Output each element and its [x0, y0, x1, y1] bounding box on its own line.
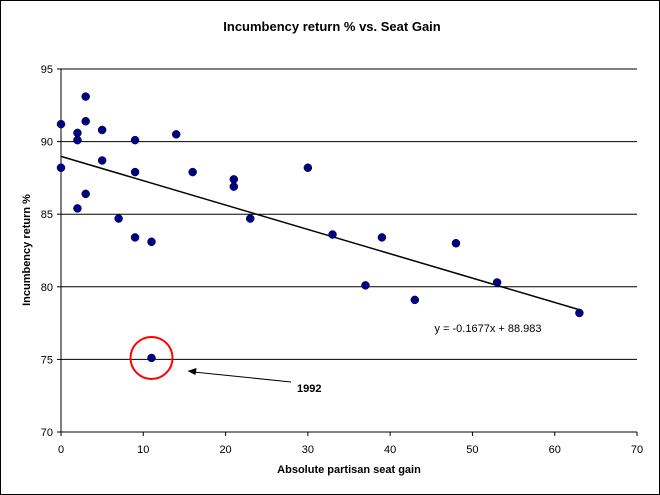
annotations: y = -0.1677x + 88.983 1992 — [129, 323, 542, 395]
data-point-9 — [97, 156, 107, 165]
x-axis-title: Absolute partisan seat gain — [277, 464, 421, 476]
data-point-26 — [451, 238, 461, 248]
highlight-circle — [129, 335, 174, 380]
data-point-7 — [81, 189, 90, 199]
axes — [57, 68, 638, 436]
data-point-3 — [73, 135, 82, 145]
data-point-11 — [130, 135, 140, 145]
ytick-label-80: 80 — [41, 282, 53, 294]
data-point-19 — [229, 182, 239, 191]
trendline-equation: y = -0.1677x + 88.983 — [434, 323, 541, 335]
data-point-23 — [361, 281, 370, 290]
ytick-label-70: 70 — [41, 427, 53, 439]
data-point-6 — [81, 117, 90, 126]
data-point-13 — [130, 233, 140, 242]
data-point-18 — [229, 175, 239, 184]
xtick-label-60: 60 — [549, 444, 561, 456]
data-point-5 — [81, 92, 90, 101]
data-points — [56, 92, 584, 363]
xtick-label-0: 0 — [58, 444, 64, 456]
data-point-12 — [130, 167, 140, 177]
annotation-arrowhead — [187, 367, 197, 375]
data-point-27 — [492, 278, 502, 287]
data-point-17 — [188, 167, 197, 177]
xtick-label-20: 20 — [219, 444, 231, 456]
annotation-arrow-line — [193, 371, 292, 383]
ytick-label-95: 95 — [41, 64, 53, 76]
data-point-1 — [56, 163, 66, 172]
chart-title: Incumbency return % vs. Seat Gain — [223, 19, 441, 34]
xtick-label-70: 70 — [631, 444, 643, 456]
data-point-16 — [171, 130, 181, 139]
highlight-label: 1992 — [297, 383, 321, 395]
data-point-28 — [575, 308, 584, 318]
ytick-label-75: 75 — [41, 354, 53, 366]
ytick-label-85: 85 — [41, 209, 53, 221]
data-point-8 — [97, 125, 107, 135]
xtick-label-50: 50 — [466, 444, 478, 456]
y-tick-labels: 70 75 80 85 90 95 — [41, 64, 53, 439]
xtick-label-10: 10 — [137, 444, 149, 456]
data-point-0 — [56, 119, 66, 129]
y-axis-title: Incumbency return % — [21, 194, 33, 306]
gridlines — [61, 68, 637, 360]
xtick-label-40: 40 — [384, 444, 396, 456]
trendline — [60, 155, 580, 311]
data-point-14 — [147, 237, 156, 247]
data-point-20 — [246, 214, 255, 223]
trendline-group — [60, 155, 580, 311]
data-point-22 — [328, 230, 337, 239]
data-point-21 — [303, 163, 313, 172]
data-point-15 — [147, 353, 156, 363]
data-point-24 — [377, 233, 387, 242]
data-point-25 — [410, 295, 420, 305]
data-point-10 — [114, 214, 123, 223]
data-point-2 — [73, 128, 82, 138]
xtick-label-30: 30 — [302, 444, 314, 456]
x-tick-labels: 0 10 20 30 40 50 60 70 — [58, 444, 643, 456]
ytick-label-90: 90 — [41, 137, 53, 149]
data-point-4 — [73, 204, 82, 213]
